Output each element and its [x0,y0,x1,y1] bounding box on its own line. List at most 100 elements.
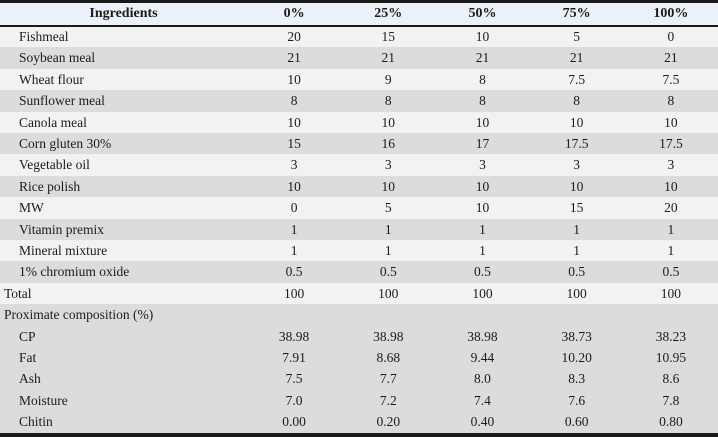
cell-value: 100 [566,285,587,301]
cell-value: 9 [384,71,392,87]
table-row: Sunflower meal 8 8 8 8 8 [0,90,718,112]
cell-value: 1 [667,221,675,237]
row-label: Moisture [19,392,68,408]
row-label: Total [4,285,32,301]
cell-value: 15 [381,29,396,45]
cell-value: 0.40 [470,414,495,430]
cell-value: 0.5 [568,264,586,280]
cell-value: 10 [664,178,678,194]
cell-value: 7.7 [379,371,397,387]
cell-value: 1 [479,221,486,237]
cell-value: 1 [573,221,581,237]
cell-value: 17.5 [659,135,683,151]
cell-value: 0.5 [285,264,303,280]
cell-value: 100 [283,285,305,301]
cell-value: 17.5 [564,135,589,151]
cell-value: 21 [569,50,584,66]
cell-value: 21 [287,50,301,66]
cell-value: 16 [381,135,396,151]
feed-formulation-table: Ingredients 0% 25% 50% 75% 100% Fishmeal 20 15 1… [0,3,718,433]
cell-value: 100 [378,285,399,301]
table-row: Canola meal 10 10 10 10 10 [0,111,718,134]
table-row: Ash 7.5 7.7 8.0 8.3 8.6 [0,368,718,390]
row-label: Chitin [19,414,53,430]
cell-value: 10 [569,114,584,130]
cell-value: 8 [667,93,675,109]
cell-value: 21 [381,50,396,66]
table-row: Total 100 100 100 100 100 [0,282,718,305]
cell-value: 8.68 [376,350,401,366]
cell-value: 38.73 [561,328,592,344]
cell-value: 10 [287,71,301,87]
cell-value: 9.44 [470,350,495,366]
cell-value: 7.91 [282,350,306,366]
cell-value: 7.5 [285,371,303,387]
cell-value: 38.23 [655,328,687,344]
cell-value: 8 [290,93,298,109]
cell-value: 7.4 [474,392,491,408]
cell-value: 15 [287,135,301,151]
cell-value: 8.3 [568,371,586,387]
cell-value: 1 [384,243,392,259]
table-row: Fishmeal 20 15 10 5 0 [0,26,718,48]
cell-value: 20 [664,200,678,216]
table-body: Fishmeal 20 15 10 5 0 Soybean meal 21 21 21 21 21 Wh… [0,26,718,433]
cell-value: 8 [384,93,392,109]
row-label: Fat [19,350,37,366]
cell-value: 0.5 [662,264,680,280]
cell-value: 0.00 [282,414,306,430]
cell-value: 8.0 [474,371,491,387]
cell-value: 1 [667,243,675,259]
section-row: Proximate composition (%) [0,304,718,326]
row-label: Vitamin premix [19,221,105,237]
cell-value: 3 [290,157,298,173]
cell-value: 10 [381,114,396,130]
column-header: 100% [623,3,718,27]
table-row: Wheat flour 10 9 8 7.5 7.5 [0,68,718,91]
row-label: Sunflower meal [19,93,105,109]
cell-value: 10 [475,29,490,45]
cell-value: 1 [573,243,581,259]
cell-value: 10 [381,178,396,194]
cell-value: 15 [569,200,584,216]
cell-value: 1 [290,243,298,259]
column-header-ingredients: Ingredients [0,3,247,27]
table-row: Fat 7.91 8.68 9.44 10.20 10.95 [0,347,718,369]
cell-value: 8 [479,93,486,109]
cell-value: 10 [664,114,678,130]
cell-value: 10.95 [655,350,687,366]
row-label: Mineral mixture [19,243,108,259]
cell-value: 10 [475,178,490,194]
cell-value: 0.5 [379,264,397,280]
cell-value: 8 [573,93,581,109]
cell-value: 38.98 [373,328,404,344]
cell-value: 10 [287,178,301,194]
column-header: 25% [341,3,436,27]
cell-value: 0.80 [659,414,683,430]
column-header: 75% [529,3,624,27]
column-header: 0% [247,3,342,27]
row-label: Soybean meal [19,50,96,66]
cell-value: 3 [573,157,581,173]
cell-value: 7.0 [285,392,303,408]
cell-value: 7.2 [379,392,397,408]
column-header: 50% [435,3,530,27]
cell-value: 10.20 [561,350,592,366]
cell-value: 7.5 [662,71,680,87]
cell-value: 38.98 [278,328,310,344]
row-label: Vegetable oil [19,157,90,173]
cell-value: 8.6 [662,371,680,387]
table-row: Soybean meal 21 21 21 21 21 [0,47,718,69]
cell-value: 10 [475,114,490,130]
table-row: CP 38.98 38.98 38.98 38.73 38.23 [0,325,718,348]
cell-value: 10 [569,178,584,194]
cell-value: 3 [479,157,486,173]
cell-value: 7.5 [568,71,586,87]
cell-value: 1 [479,243,486,259]
cell-value: 5 [384,200,392,216]
row-label: Rice polish [19,178,81,194]
cell-value: 10 [287,114,301,130]
cell-value: 3 [667,157,675,173]
cell-value: 21 [664,50,678,66]
